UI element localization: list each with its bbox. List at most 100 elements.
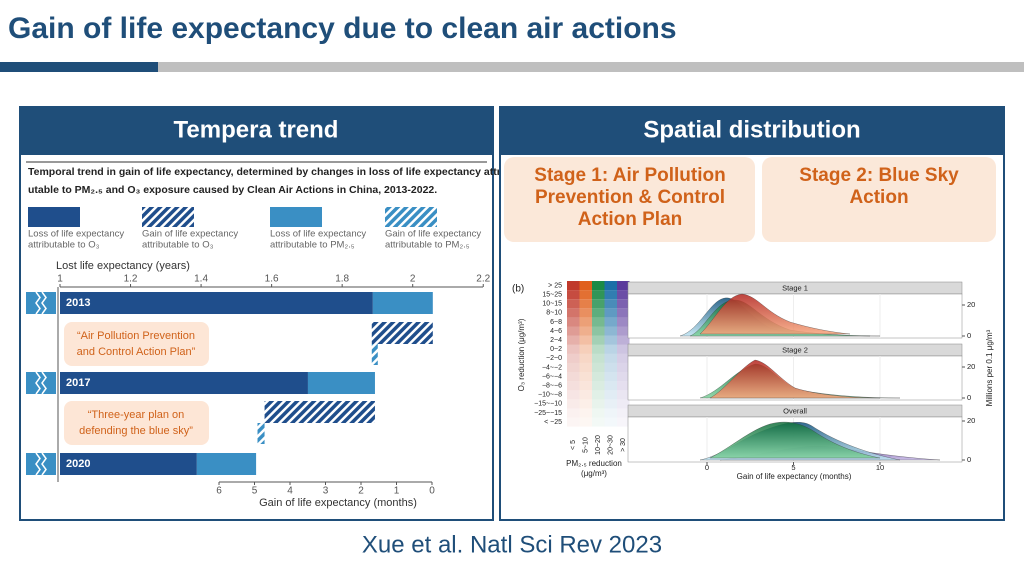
legend-cell xyxy=(579,317,592,327)
legend-cell xyxy=(617,417,630,427)
facet-y-tick-label: 0 xyxy=(967,393,971,402)
top-tick-label: 1.6 xyxy=(265,274,279,285)
pm-class-label: > 30 xyxy=(620,438,627,452)
legend-cell xyxy=(617,335,630,345)
legend-cell xyxy=(604,390,617,400)
citation: Xue et al. Natl Sci Rev 2023 xyxy=(362,531,662,558)
o3-class-label: −25~−15 xyxy=(534,410,562,417)
o3-class-label: 2~4 xyxy=(550,337,562,344)
legend-cell xyxy=(579,344,592,354)
legend-cell xyxy=(604,290,617,300)
legend-cell xyxy=(579,390,592,400)
legend-cell xyxy=(567,308,580,318)
density-shape xyxy=(709,421,881,459)
facet-y-tick-label: 0 xyxy=(967,331,971,340)
legend-cell xyxy=(579,290,592,300)
legend-swatch xyxy=(385,207,437,227)
axis-break xyxy=(26,453,56,475)
pm-class-label: 5~10 xyxy=(582,437,589,453)
legend-cell xyxy=(579,326,592,336)
legend-cell xyxy=(579,381,592,391)
o3-class-label: 10~15 xyxy=(542,301,562,308)
legend-cell xyxy=(617,308,630,318)
o3-class-label: −4~−2 xyxy=(542,364,562,371)
axis-break xyxy=(26,372,56,394)
caption-line: utable to PM₂.₅ and O₃ exposure caused b… xyxy=(28,184,437,196)
legend-cell xyxy=(592,308,605,318)
o3-class-label: −8~−6 xyxy=(542,382,562,389)
legend-label: attributable to O₃ xyxy=(142,240,214,251)
legend-swatch xyxy=(28,207,80,227)
stage-label: Stage 2: Blue Sky xyxy=(799,165,959,186)
loss-bar xyxy=(372,292,433,314)
legend-label: Gain of life expectancy xyxy=(385,229,481,240)
o3-class-label: −10~−8 xyxy=(538,392,562,399)
stage-label: Prevention & Control xyxy=(535,187,725,208)
legend-cell xyxy=(579,372,592,382)
legend-cell xyxy=(592,317,605,327)
legend-cell xyxy=(592,335,605,345)
legend-cell xyxy=(604,372,617,382)
top-tick-label: 2.2 xyxy=(476,274,490,285)
legend-cell xyxy=(567,408,580,418)
legend-cell xyxy=(567,344,580,354)
stage-box xyxy=(762,157,996,242)
legend-cell xyxy=(592,326,605,336)
facet-title: Overall xyxy=(783,406,807,415)
o3-class-label: 6~8 xyxy=(550,319,562,326)
legend-cell xyxy=(617,317,630,327)
density-shape xyxy=(709,359,881,399)
legend-cell xyxy=(604,335,617,345)
top-tick-label: 1.2 xyxy=(124,274,138,285)
legend-cell xyxy=(604,299,617,309)
legend-cell xyxy=(567,290,580,300)
pm-class-label: < 5 xyxy=(570,440,577,450)
legend-cell xyxy=(579,281,592,291)
legend-cell xyxy=(604,308,617,318)
legend-cell xyxy=(592,408,605,418)
facet-y-tick-label: 0 xyxy=(967,455,971,464)
facet-x-tick-label: 5 xyxy=(791,463,795,472)
pm-class-label: 20~30 xyxy=(607,435,614,455)
facet-title: Stage 2 xyxy=(782,345,808,354)
legend-cell xyxy=(617,381,630,391)
legend-cell xyxy=(604,417,617,427)
legend-cell xyxy=(567,335,580,345)
legend-cell xyxy=(604,281,617,291)
bar-label: 2017 xyxy=(66,377,90,389)
o3-class-label: 4~6 xyxy=(550,328,562,335)
legend-cell xyxy=(579,362,592,372)
o3-class-label: > 25 xyxy=(548,282,562,289)
bar-label: 2013 xyxy=(66,297,90,309)
legend-cell xyxy=(592,390,605,400)
legend-cell xyxy=(617,399,630,409)
figure-tag: (b) xyxy=(512,284,524,295)
annotation-text: “Air Pollution Prevention xyxy=(77,330,195,342)
legend-cell xyxy=(617,326,630,336)
legend-cell xyxy=(604,353,617,363)
bottom-tick-label: 1 xyxy=(394,486,400,497)
o3-class-label: 8~10 xyxy=(546,310,562,317)
pm-class-label: 10~20 xyxy=(595,435,602,455)
bar-label: 2020 xyxy=(66,458,90,470)
axis-break xyxy=(26,292,56,314)
facet-y-tick-label: 20 xyxy=(967,362,975,371)
left-panel-header xyxy=(20,107,493,155)
o3-class-label: −15~−10 xyxy=(534,401,562,408)
facet-title: Stage 1 xyxy=(782,283,808,292)
stage-label: Action Plan xyxy=(578,209,683,230)
legend-label: attributable to O₃ xyxy=(28,240,100,251)
legend-cell xyxy=(617,290,630,300)
loss-bar xyxy=(307,372,375,394)
legend-cell xyxy=(579,299,592,309)
legend-cell xyxy=(592,417,605,427)
legend-cell xyxy=(592,362,605,372)
pm-legend-title: (μg/m³) xyxy=(581,469,607,478)
legend-cell xyxy=(617,362,630,372)
o3-legend-title: O₃ reduction (μg/m³) xyxy=(517,318,526,391)
legend-cell xyxy=(604,408,617,418)
stage-box xyxy=(504,157,755,242)
legend-cell xyxy=(592,290,605,300)
legend-cell xyxy=(579,335,592,345)
top-axis-title: Lost life expectancy (years) xyxy=(56,260,190,272)
